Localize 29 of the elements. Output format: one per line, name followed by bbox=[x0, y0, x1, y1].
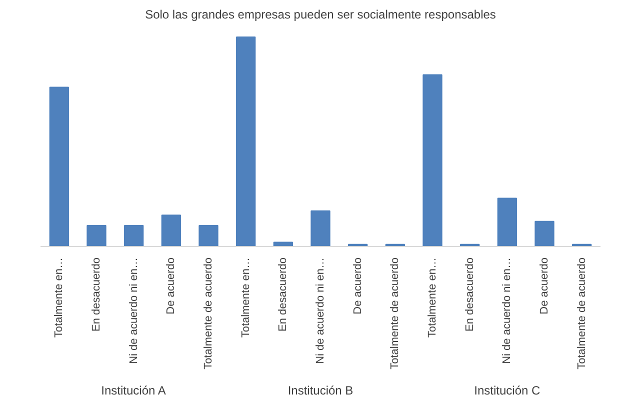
x-tick-label: Totalmente en… bbox=[53, 257, 66, 338]
x-tick-label: Totalmente en… bbox=[426, 257, 438, 338]
text: Institución B bbox=[288, 384, 354, 398]
x-tick-label: De acuerdo bbox=[538, 257, 550, 314]
bar bbox=[497, 198, 517, 246]
x-tick-label: Ni de acuerdo ni en… bbox=[501, 257, 514, 364]
x-tick-label: De acuerdo bbox=[165, 257, 178, 314]
x-tick-label: En desacuerdo bbox=[464, 258, 476, 332]
text: Institución A bbox=[101, 384, 166, 398]
bar bbox=[49, 86, 69, 246]
chart-title: Solo las grandes empresas pueden ser socialmente responsables bbox=[145, 8, 496, 22]
bar bbox=[310, 210, 330, 246]
x-tick-label: De acuerdo bbox=[352, 257, 364, 314]
bar bbox=[124, 225, 144, 246]
x-tick-label: En desacuerdo bbox=[90, 258, 102, 332]
x-tick-label: Ni de acuerdo ni en… bbox=[128, 257, 140, 364]
bar bbox=[422, 74, 442, 246]
text: Institución C bbox=[474, 384, 541, 398]
bar bbox=[198, 225, 218, 246]
x-tick-label: Totalmente de acuerdo bbox=[576, 257, 588, 370]
bar bbox=[534, 220, 554, 246]
x-tick-label: En desacuerdo bbox=[277, 258, 290, 332]
x-tick-label: Totalmente de acuerdo bbox=[389, 257, 402, 370]
x-tick-label: Ni de acuerdo ni en… bbox=[314, 257, 326, 364]
bar bbox=[86, 225, 106, 246]
x-tick-label: Totalmente de acuerdo bbox=[202, 257, 214, 370]
bar bbox=[161, 214, 181, 246]
x-tick-label: Totalmente en… bbox=[240, 257, 252, 338]
bar bbox=[236, 36, 256, 246]
